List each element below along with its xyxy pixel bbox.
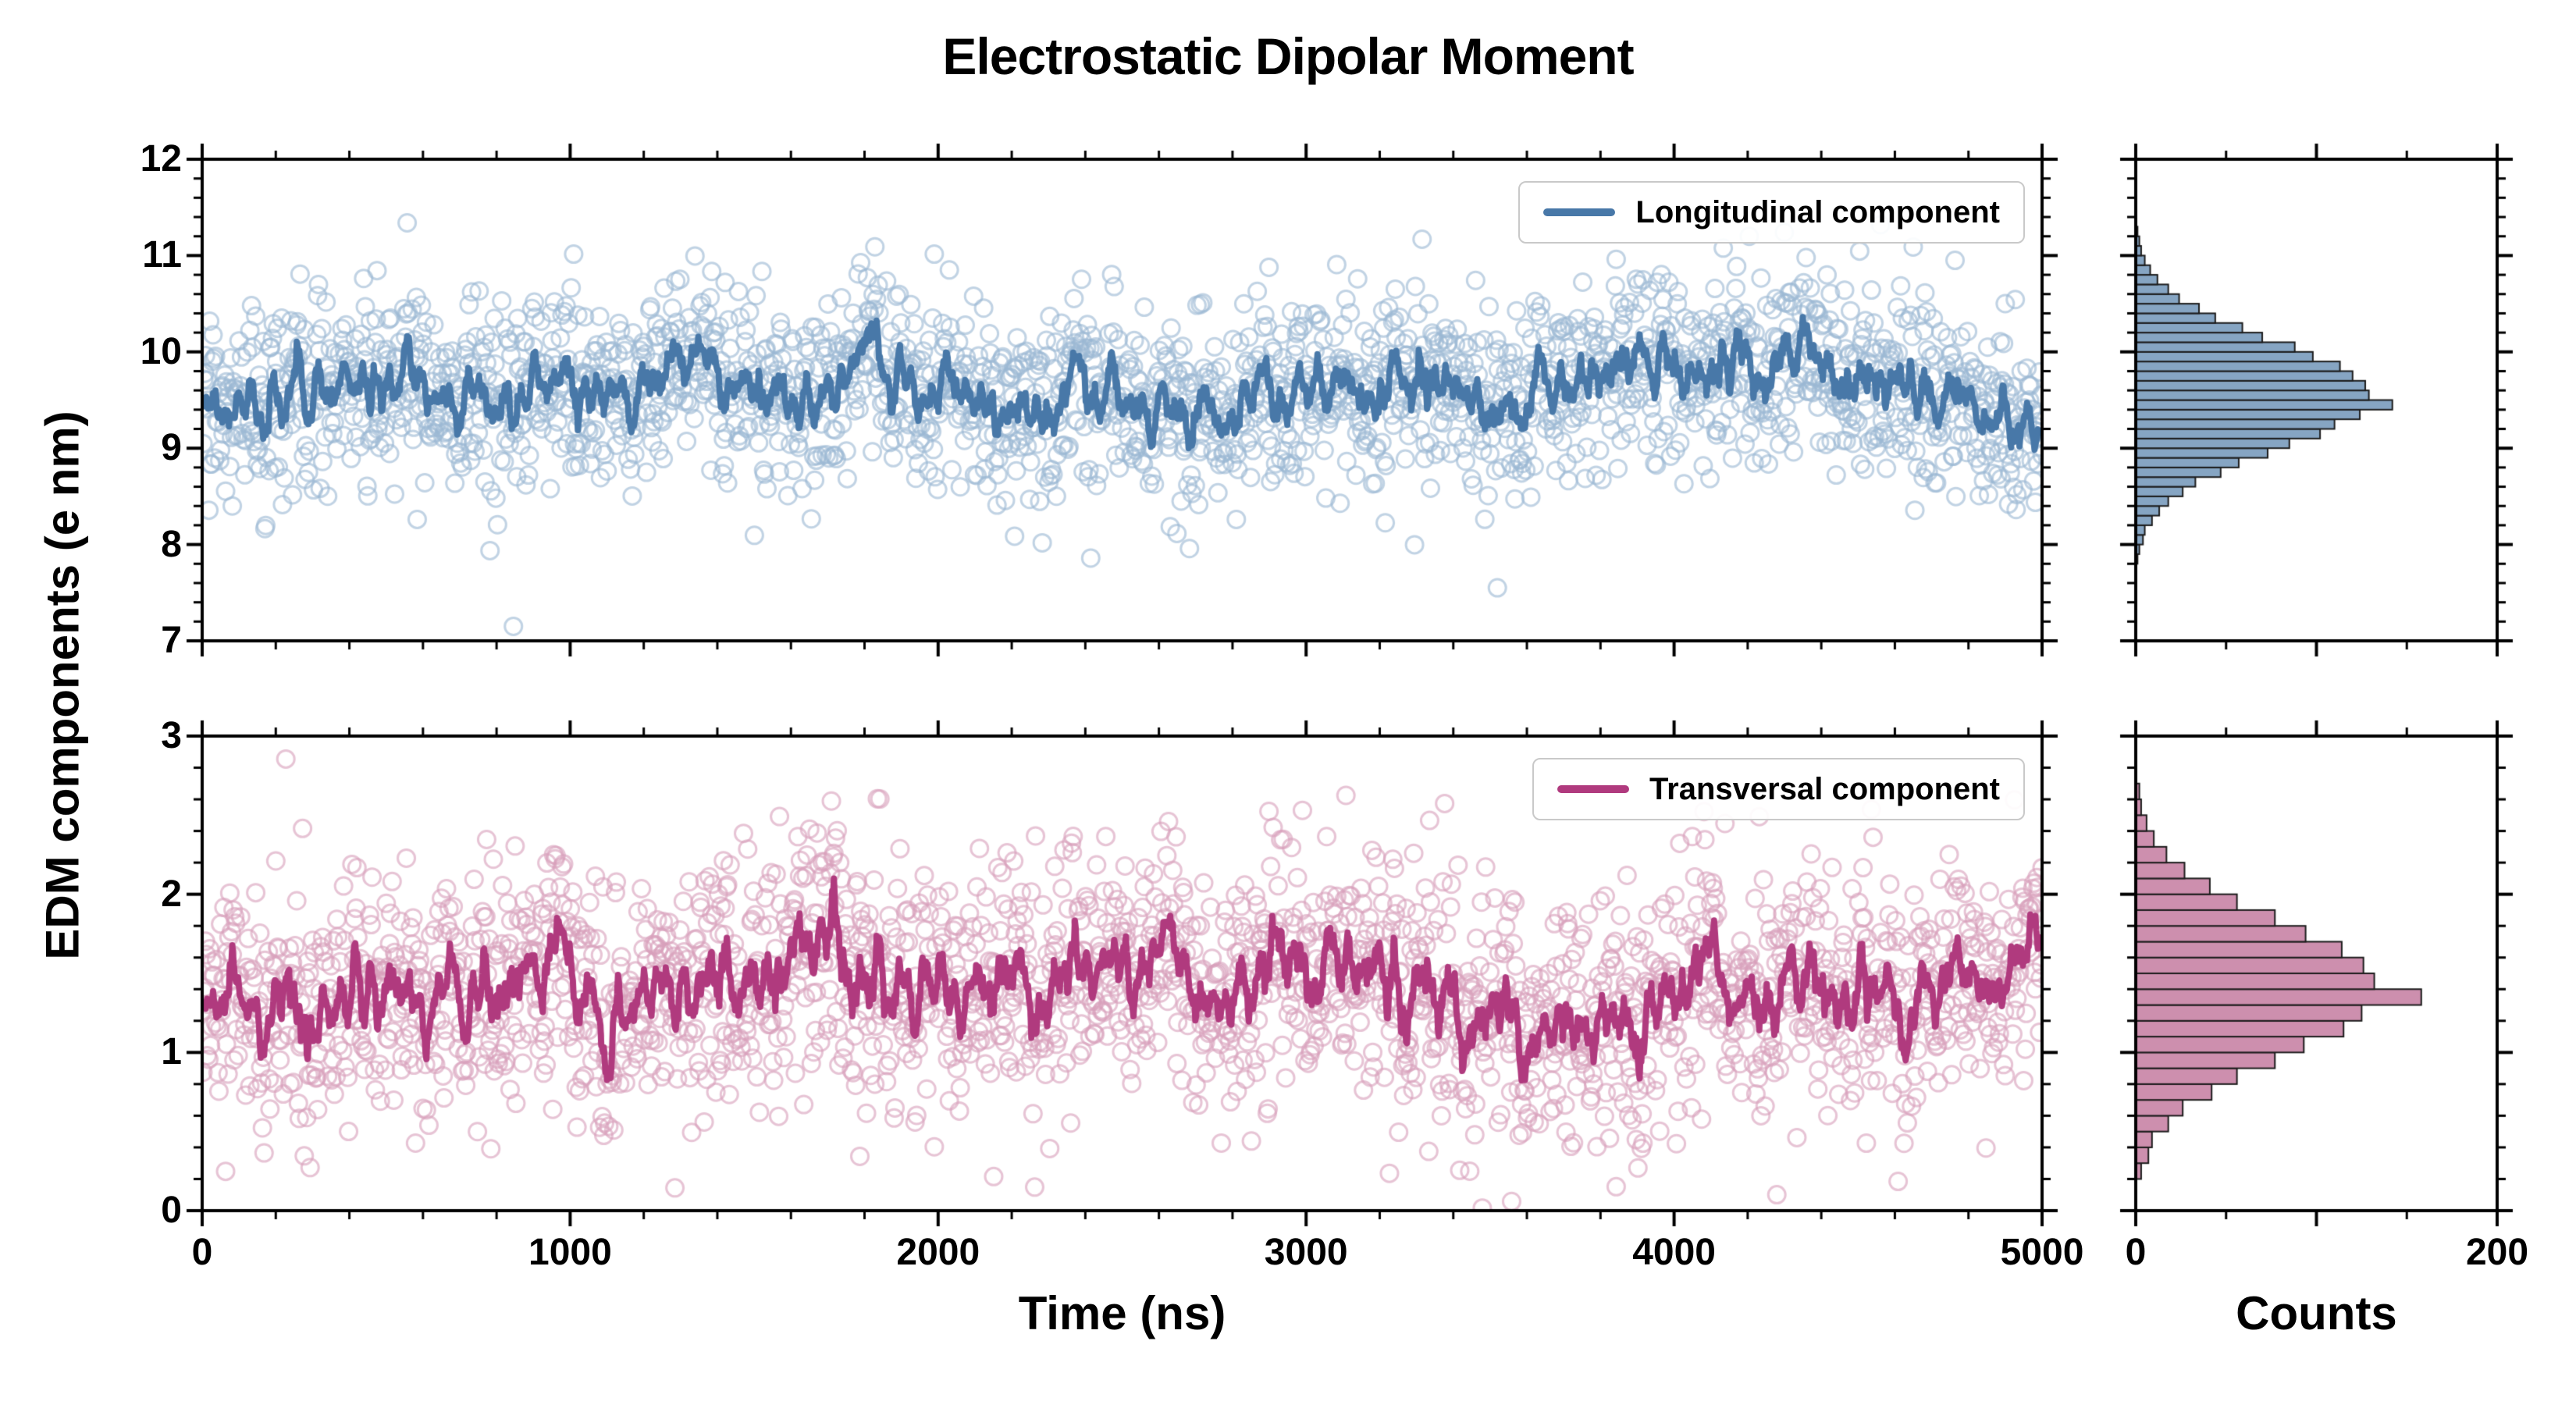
x-axis-label-counts: Counts	[2236, 1287, 2397, 1339]
y-tick-label: 1	[161, 1031, 182, 1073]
x-tick-label: 1000	[528, 1232, 612, 1273]
y-tick-label: 7	[161, 620, 182, 661]
legend-longitudinal: Longitudinal component	[1518, 181, 2025, 244]
legend-transversal: Transversal component	[1532, 758, 2025, 820]
y-tick-label: 0	[161, 1190, 182, 1231]
x-tick-label: 2000	[896, 1232, 980, 1273]
x-axis-label-time: Time (ns)	[1018, 1287, 1226, 1339]
x-tick-label: 4000	[1632, 1232, 1716, 1273]
x-tick-label: 3000	[1264, 1232, 1348, 1273]
legend-label-longitudinal: Longitudinal component	[1635, 195, 2000, 229]
y-tick-label: 11	[142, 234, 182, 276]
y-tick-label: 10	[140, 330, 182, 372]
legend-label-transversal: Transversal component	[1649, 772, 2000, 806]
legend-line-longitudinal	[1543, 208, 1616, 216]
y-tick-label: 3	[161, 715, 182, 756]
y-tick-label: 2	[161, 873, 182, 915]
x-tick-label: 5000	[2000, 1232, 2084, 1273]
figure-title: Electrostatic Dipolar Moment	[942, 27, 1634, 85]
legend-line-transversal	[1557, 785, 1629, 793]
x-tick-label: 200	[2465, 1232, 2529, 1273]
y-tick-label: 12	[140, 138, 182, 180]
y-tick-label: 8	[161, 523, 182, 565]
x-tick-label: 0	[2125, 1232, 2147, 1273]
y-tick-label: 9	[161, 427, 182, 469]
x-tick-label: 0	[191, 1232, 213, 1273]
